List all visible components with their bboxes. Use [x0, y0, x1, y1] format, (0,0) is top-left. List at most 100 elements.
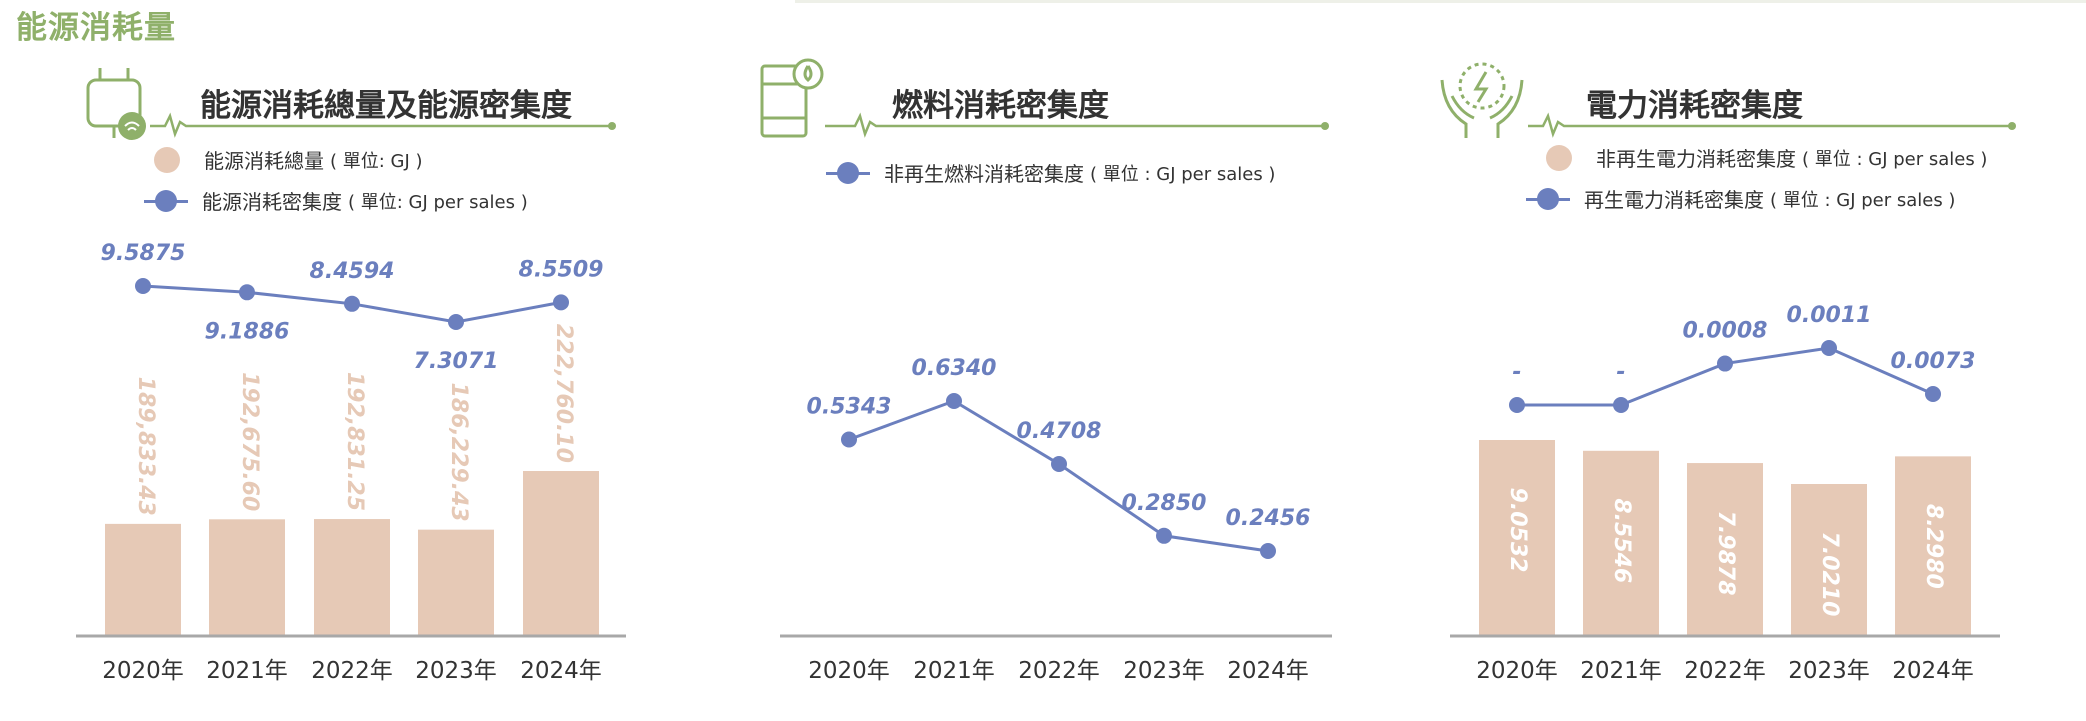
- line-point: [1156, 527, 1172, 544]
- chart-fuel-intensity: 2020年 2021年 2022年 2023年 2024年 0.5343 0.6340 0.4…: [780, 356, 1332, 684]
- line-value-label: 9.5875: [101, 241, 186, 266]
- line-point: [1613, 397, 1629, 413]
- bar-value-label: 7.0210: [1817, 532, 1842, 617]
- x-tick-label: 2024年: [1227, 658, 1309, 684]
- line-value-label: -: [1512, 360, 1521, 385]
- line-point: [1925, 386, 1941, 402]
- line-point: [1509, 397, 1525, 413]
- line-value-label: 0.0008: [1683, 319, 1768, 344]
- panel-title: 能源消耗總量及能源密集度: [200, 88, 572, 124]
- line-point: [1821, 340, 1837, 356]
- underline-end-dot: [1321, 122, 1329, 130]
- panel-decor-2: 2020年 2021年 2022年 2023年 2024年 0.5343 0.6340 0.4…: [760, 58, 1332, 684]
- x-tick-label: 2020年: [1476, 658, 1558, 684]
- plug-icon: [86, 68, 146, 140]
- x-tick-label: 2021年: [206, 658, 288, 684]
- line-point: [135, 278, 151, 294]
- line-point: [946, 393, 962, 409]
- legend-unit: ( 單位 : GJ per sales ): [1770, 189, 1956, 211]
- legend-label: 能源消耗總量: [204, 149, 324, 173]
- legend-item-renewable-electricity: 再生電力消耗密集度 ( 單位 : GJ per sales ): [1526, 184, 1955, 213]
- line-value-label: 0.0073: [1891, 349, 1976, 374]
- line-point: [1717, 355, 1733, 372]
- line-point: [344, 295, 360, 312]
- fuel-barrel-icon: [760, 58, 824, 138]
- legend-label: 能源消耗密集度: [202, 190, 342, 214]
- legend-swatch-bar: [1546, 144, 1572, 171]
- legend-unit: ( 單位 : GJ per sales ): [1802, 148, 1988, 170]
- legend-swatch-bar: [154, 146, 180, 173]
- x-tick-label: 2023年: [415, 658, 497, 684]
- legend-item-total-energy: 能源消耗總量 ( 單位: GJ ): [144, 145, 423, 174]
- line-point: [841, 431, 857, 448]
- bar: [1895, 456, 1971, 636]
- legend-label: 再生電力消耗密集度: [1584, 188, 1764, 212]
- x-tick-label: 2022年: [1684, 658, 1766, 684]
- bar-value-label: 192,675.60: [237, 372, 262, 511]
- bar: [1791, 483, 1867, 636]
- line-point: [239, 284, 255, 301]
- legend-item-nonrenewable-electricity: 非再生電力消耗密集度 ( 單位 : GJ per sales ): [1536, 143, 1987, 172]
- line-value-label: 0.2850: [1122, 491, 1207, 516]
- x-tick-label: 2023年: [1123, 658, 1205, 684]
- x-tick-label: 2020年: [102, 658, 184, 684]
- legend-item-energy-intensity: 能源消耗密集度 ( 單位: GJ per sales ): [144, 186, 528, 215]
- line-point: [553, 294, 569, 311]
- bar: [105, 523, 181, 636]
- bar: [209, 519, 285, 636]
- legend-swatch-line: [1526, 186, 1570, 212]
- line-value-label: 0.6340: [912, 356, 997, 381]
- top-divider: [795, 0, 2086, 3]
- x-tick-label: 2021年: [913, 658, 995, 684]
- underline-end-dot: [608, 122, 616, 130]
- line-point: [448, 314, 464, 330]
- panel-decor-1: 189,833.43 192,675.60 192,831.25 186,229.43…: [76, 68, 626, 684]
- line-value-label: 8.5509: [519, 257, 604, 282]
- bar: [1583, 450, 1659, 636]
- legend-swatch-line: [826, 160, 870, 186]
- line-point: [1051, 456, 1067, 473]
- line-value-label: 0.2456: [1226, 506, 1311, 531]
- panel-fuel-intensity: 2020年 2021年 2022年 2023年 2024年 0.5343 0.6340 0.4…: [700, 0, 1400, 721]
- bar-value-label: 7.9878: [1713, 511, 1738, 596]
- line-value-label: 8.4594: [310, 259, 395, 284]
- panel-electricity-intensity: 9.0532 8.5546 7.9878 7.0210 8.2980 2020年 2021年…: [1400, 0, 2086, 721]
- panel-decor-3: 9.0532 8.5546 7.9878 7.0210 8.2980 2020年 2021年…: [1440, 62, 2016, 684]
- underline-end-dot: [2008, 122, 2016, 130]
- chart-electricity-intensity: 9.0532 8.5546 7.9878 7.0210 8.2980 2020年 2021年…: [1450, 303, 2000, 684]
- bar-value-label: 9.0532: [1505, 488, 1530, 573]
- line-point: [1260, 543, 1276, 559]
- legend-item-fuel-intensity: 非再生燃料消耗密集度 ( 單位 : GJ per sales ): [826, 158, 1275, 187]
- bar: [1479, 440, 1555, 636]
- legend-unit: ( 單位: GJ ): [330, 150, 423, 172]
- bar: [418, 529, 494, 636]
- line-value-label: 0.5343: [807, 395, 892, 420]
- x-tick-label: 2024年: [520, 658, 602, 684]
- x-tick-label: 2020年: [808, 658, 890, 684]
- legend-unit: ( 單位: GJ per sales ): [348, 191, 528, 213]
- title-underline: [825, 112, 1325, 138]
- bar-value-label: 189,833.43: [133, 377, 158, 516]
- bar-value-label: 222,760.10: [551, 324, 576, 463]
- line-value-label: -: [1616, 360, 1625, 385]
- line-value-label: 9.1886: [205, 319, 290, 344]
- legend-label: 非再生燃料消耗密集度: [884, 162, 1084, 186]
- x-tick-label: 2023年: [1788, 658, 1870, 684]
- x-tick-label: 2024年: [1892, 658, 1974, 684]
- panel-title: 電力消耗密集度: [1586, 88, 1803, 124]
- x-tick-label: 2022年: [311, 658, 393, 684]
- bar-value-label: 192,831.25: [342, 372, 367, 511]
- bar: [1687, 463, 1763, 636]
- line-value-label: 7.3071: [414, 349, 499, 374]
- legend-label: 非再生電力消耗密集度: [1596, 147, 1796, 171]
- x-tick-label: 2021年: [1580, 658, 1662, 684]
- bar-value-label: 8.2980: [1921, 504, 1946, 589]
- bar-value-label: 186,229.43: [446, 382, 471, 521]
- page-title: 能源消耗量: [16, 10, 176, 46]
- x-tick-label: 2022年: [1018, 658, 1100, 684]
- hands-lightning-icon: [1440, 62, 1524, 138]
- legend-swatch-line: [144, 188, 188, 214]
- bar-value-label: 8.5546: [1609, 498, 1634, 583]
- bar: [314, 519, 390, 636]
- title-underline: [1528, 112, 2012, 138]
